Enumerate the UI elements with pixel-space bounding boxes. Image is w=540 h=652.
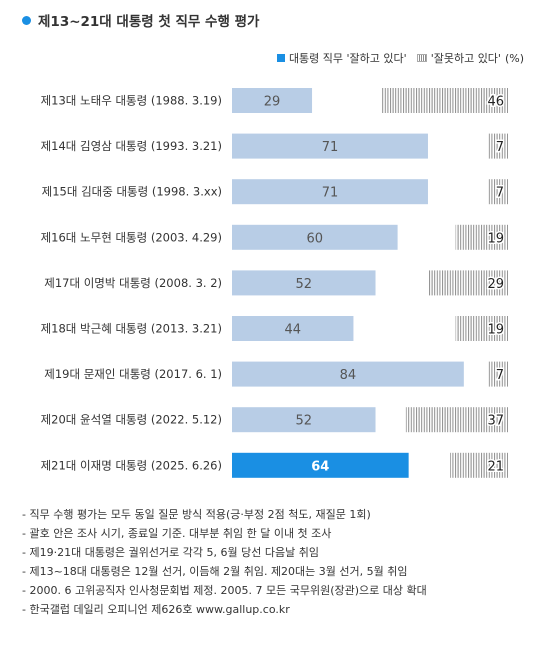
positive-bar	[232, 224, 398, 250]
positive-bar	[232, 88, 313, 113]
category-label: 제19대 문재인 대통령 (2017. 6. 1)	[44, 367, 222, 381]
category-label: 제15대 김대중 대통령 (1998. 3.xx)	[42, 185, 222, 199]
footnote-line: - 제13~18대 대통령은 12월 선거, 이듬해 2월 취임. 제20대는 …	[22, 565, 408, 578]
footnote-line: - 제19·21대 대통령은 궐위선거로 각각 5, 6월 당선 다음날 취임	[22, 546, 319, 559]
positive-bar	[232, 133, 428, 159]
footnote-line: - 2000. 6 고위공직자 인사청문회법 제정. 2005. 7 모든 국무…	[22, 584, 427, 597]
negative-bar	[455, 224, 508, 250]
positive-value-label: 29	[264, 95, 281, 110]
negative-value-label: 19	[487, 323, 504, 338]
positive-bar	[232, 316, 354, 341]
legend-unit: (%)	[504, 51, 524, 65]
negative-value-label: 7	[496, 186, 504, 201]
negative-value-label: 29	[487, 277, 504, 292]
legend-positive-swatch-icon	[276, 54, 285, 62]
positive-value-label: 52	[295, 277, 312, 292]
negative-value-label: 37	[487, 414, 504, 429]
bar-chart: 제13대 노태우 대통령 (1988. 3.19) 29 46 제14대 김영삼 대통…	[41, 88, 508, 478]
footnote-line: - 괄호 안은 조사 시기, 종료일 기준. 대부분 취임 한 달 이내 첫 조…	[22, 527, 332, 540]
negative-value-label: 7	[496, 368, 504, 383]
legend-negative-swatch-icon	[416, 54, 427, 62]
negative-bar	[427, 270, 508, 296]
negative-bar	[455, 316, 508, 341]
negative-value-label: 46	[487, 95, 504, 110]
category-label: 제14대 김영삼 대통령 (1993. 3.21)	[41, 139, 222, 153]
footnote-line: - 직무 수행 평가는 모두 동일 질문 방식 적용(긍·부정 2점 척도, 재…	[22, 508, 371, 521]
negative-value-label: 21	[487, 459, 504, 474]
positive-bar	[232, 179, 428, 205]
category-label: 제17대 이명박 대통령 (2008. 3. 2)	[44, 276, 222, 290]
category-label: 제21대 이재명 대통령 (2025. 6.26)	[41, 458, 222, 472]
positive-value-label: 71	[322, 186, 339, 201]
legend: 대통령 직무 '잘하고 있다' '잘못하고 있다' (%)	[276, 50, 524, 66]
negative-bar	[488, 179, 508, 205]
legend-negative-label: '잘못하고 있다'	[430, 52, 501, 65]
negative-value-label: 19	[487, 231, 504, 246]
negative-bar	[381, 88, 508, 113]
positive-value-label: 84	[340, 368, 357, 383]
negative-bar	[450, 452, 508, 478]
footnote-line: - 한국갤럽 데일리 오피니언 제626호 www.gallup.co.kr	[22, 603, 290, 616]
chart-title: 제13~21대 대통령 첫 직무 수행 평가	[38, 14, 260, 30]
negative-value-label: 7	[496, 140, 504, 155]
positive-value-label: 71	[322, 140, 339, 155]
category-label: 제20대 윤석열 대통령 (2022. 5.12)	[41, 413, 222, 427]
negative-bar	[488, 361, 508, 387]
negative-bar	[405, 407, 508, 433]
positive-value-label: 64	[311, 459, 329, 474]
positive-value-label: 60	[307, 231, 324, 246]
bullet-dot-icon	[22, 15, 31, 25]
positive-bar	[232, 270, 376, 296]
positive-bar	[232, 452, 409, 478]
positive-value-label: 52	[295, 414, 312, 429]
positive-bar	[232, 361, 464, 387]
positive-value-label: 44	[284, 323, 301, 338]
positive-bar	[232, 407, 376, 433]
title-row: 제13~21대 대통령 첫 직무 수행 평가	[22, 8, 259, 32]
category-label: 제18대 박근혜 대통령 (2013. 3.21)	[41, 322, 222, 336]
negative-bar	[488, 133, 508, 159]
category-label: 제16대 노무현 대통령 (2003. 4.29)	[41, 230, 222, 244]
legend-positive-label: 대통령 직무 '잘하고 있다'	[288, 52, 407, 65]
category-label: 제13대 노태우 대통령 (1988. 3.19)	[41, 94, 222, 108]
footnotes: - 직무 수행 평가는 모두 동일 질문 방식 적용(긍·부정 2점 척도, 재…	[22, 505, 532, 619]
